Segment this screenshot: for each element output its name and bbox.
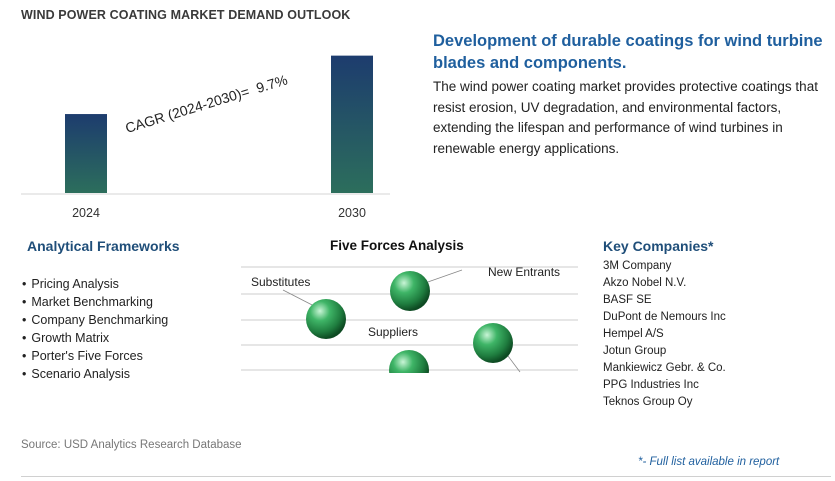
company-item: Hempel A/S [603,328,664,340]
divider [21,476,831,477]
list-item: Porter's Five Forces [22,347,168,365]
footnote: *- Full list available in report [638,456,780,468]
five-forces-title: Five Forces Analysis [330,238,464,253]
company-item: PPG Industries Inc [603,379,699,391]
list-item: Pricing Analysis [22,275,168,293]
headline: Development of durable coatings for wind… [433,32,823,72]
leader-line [424,269,463,284]
analytical-frameworks-list: Pricing Analysis Market Benchmarking Com… [22,275,168,383]
company-item: Mankiewicz Gebr. & Co. [603,362,726,374]
list-item: Scenario Analysis [22,365,168,383]
key-companies-list: 3M Company Akzo Nobel N.V. BASF SE DuPon… [603,258,726,411]
force-sphere-rivalry [389,350,429,373]
force-sphere-buyers [473,323,513,363]
company-item: DuPont de Nemours Inc [603,311,726,323]
company-item: Teknos Group Oy [603,396,693,408]
force-label-new-entrants: New Entrants [488,265,561,279]
description: The wind power coating market provides p… [433,79,818,156]
leader-line [507,355,521,373]
list-item: Growth Matrix [22,329,168,347]
bar-2024 [65,114,107,193]
company-item: 3M Company [603,260,672,272]
company-item: Akzo Nobel N.V. [603,277,687,289]
force-label-substitutes: Substitutes [251,275,311,289]
source-note: Source: USD Analytics Research Database [21,439,242,451]
x-tick-label: 2030 [338,206,366,220]
chart-title: WIND POWER COATING MARKET DEMAND OUTLOOK [21,8,351,22]
force-sphere-substitutes [306,299,346,339]
list-item: Company Benchmarking [22,311,168,329]
force-sphere-new-entrants [390,271,430,311]
list-item: Market Benchmarking [22,293,168,311]
force-label-suppliers: Suppliers [368,325,419,339]
company-item: BASF SE [603,294,652,306]
x-tick-label: 2024 [72,206,100,220]
bar-2030 [331,55,373,194]
analytical-frameworks-title: Analytical Frameworks [27,238,180,254]
key-companies-title: Key Companies* [603,238,714,254]
company-item: Jotun Group [603,345,667,357]
